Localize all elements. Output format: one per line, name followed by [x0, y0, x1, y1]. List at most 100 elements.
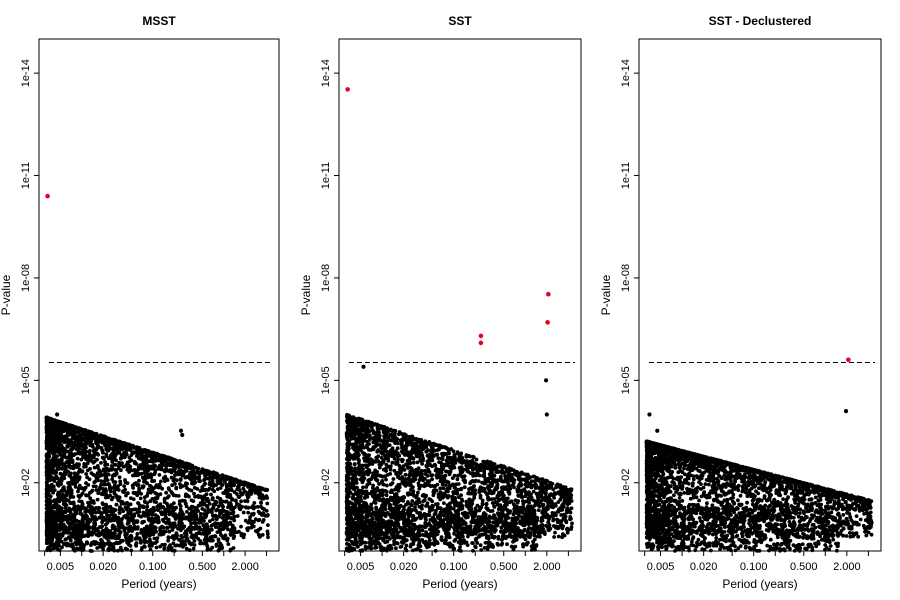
- data-point: [55, 482, 60, 487]
- data-point: [65, 489, 70, 494]
- data-point: [77, 538, 82, 543]
- data-point: [187, 494, 191, 499]
- data-point: [359, 498, 363, 502]
- data-point: [147, 544, 152, 548]
- data-point: [204, 511, 209, 516]
- data-point: [53, 455, 58, 460]
- data-point: [68, 431, 72, 435]
- data-point: [214, 544, 219, 548]
- data-point: [122, 441, 127, 445]
- data-point: [181, 525, 185, 530]
- data-point: [123, 546, 128, 551]
- data-point: [148, 537, 152, 542]
- data-point: [225, 536, 230, 541]
- data-point: [61, 488, 65, 492]
- data-point: [196, 509, 201, 513]
- data-point: [94, 541, 98, 546]
- data-point: [113, 536, 118, 541]
- data-point: [85, 541, 90, 546]
- data-point: [237, 506, 242, 511]
- data-point: [441, 478, 446, 483]
- data-point: [177, 521, 182, 525]
- data-point: [136, 501, 140, 505]
- data-point: [148, 547, 153, 552]
- data-point: [70, 526, 74, 531]
- data-point: [84, 493, 89, 497]
- data-point: [553, 530, 557, 535]
- data-point: [142, 519, 147, 524]
- data-point: [135, 532, 140, 536]
- data-point: [128, 544, 133, 548]
- data-point: [131, 486, 136, 490]
- data-point: [55, 546, 59, 551]
- data-point: [167, 512, 172, 517]
- data-point: [73, 476, 77, 480]
- data-point: [84, 472, 88, 476]
- data-point: [132, 512, 137, 517]
- data-point: [89, 517, 94, 522]
- data-point: [126, 529, 131, 533]
- data-point: [54, 534, 59, 538]
- data-point: [170, 506, 174, 510]
- data-point: [100, 473, 104, 477]
- data-point: [76, 486, 81, 491]
- data-point: [89, 508, 93, 513]
- data-point: [155, 514, 160, 519]
- data-point: [49, 506, 53, 511]
- data-point: [201, 532, 206, 536]
- data-point: [45, 496, 49, 501]
- data-point: [117, 475, 122, 480]
- data-point: [145, 481, 149, 486]
- x-axis-label: Period (years): [121, 577, 196, 591]
- data-point: [153, 485, 158, 489]
- data-point: [44, 438, 49, 443]
- data-point: [187, 514, 192, 519]
- data-point: [106, 539, 111, 543]
- data-point: [390, 460, 395, 465]
- data-point: [152, 499, 157, 504]
- data-point: [214, 508, 219, 513]
- data-point: [69, 516, 73, 521]
- data-point: [191, 546, 196, 551]
- data-point: [174, 505, 179, 510]
- data-point: [45, 442, 50, 447]
- data-point: [45, 546, 50, 550]
- data-point: [159, 479, 163, 484]
- data-point: [102, 543, 106, 548]
- data-point: [112, 455, 117, 459]
- data-point: [131, 445, 136, 450]
- data-point: [174, 486, 179, 491]
- data-point: [170, 483, 175, 488]
- data-point: [205, 536, 209, 540]
- data-point: [200, 487, 205, 492]
- data-point: [167, 456, 171, 461]
- data-point: [111, 507, 116, 512]
- y-axis-label: P-value: [299, 274, 313, 315]
- data-point: [129, 548, 134, 553]
- data-point: [204, 527, 209, 531]
- y-tick-label: 1e-08: [320, 264, 332, 292]
- data-point: [51, 445, 55, 449]
- data-point: [164, 467, 169, 471]
- data-point: [226, 542, 231, 546]
- data-point: [187, 476, 192, 480]
- data-point: [228, 483, 233, 488]
- data-point: [165, 526, 170, 530]
- data-point: [184, 515, 188, 520]
- data-point: [72, 513, 77, 517]
- data-point: [92, 453, 96, 458]
- data-point: [61, 425, 65, 430]
- data-point: [75, 447, 79, 452]
- data-point: [173, 517, 178, 521]
- data-point: [87, 477, 92, 482]
- data-point: [95, 464, 100, 468]
- data-point: [265, 496, 269, 500]
- data-point: [71, 495, 76, 499]
- data-point: [123, 505, 128, 510]
- data-point: [108, 489, 113, 494]
- data-point: [197, 479, 201, 483]
- data-point: [86, 500, 90, 505]
- data-point: [167, 487, 172, 492]
- data-point: [179, 540, 184, 545]
- data-point: [183, 494, 188, 499]
